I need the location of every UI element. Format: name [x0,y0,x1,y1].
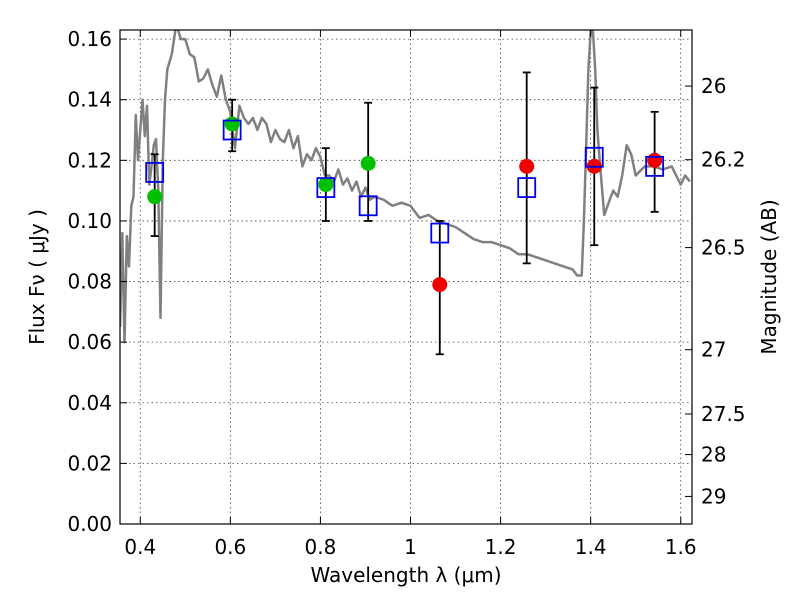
x-tick-label: 0.8 [305,535,337,559]
y-tick-label: 0.08 [67,270,112,294]
y-tick-label: 0.12 [67,148,112,172]
right-tick-label: 29 [701,484,726,508]
right-tick-label: 26 [701,74,726,98]
x-tick-label: 0.4 [124,535,156,559]
x-tick-label: 1.4 [575,535,607,559]
y-tick-label: 0.10 [67,209,112,233]
axis-ticks: 0.4 0.6 0.8 1 1.2 1.4 1.6 0.00 0.02 0.04 0.06 0.08 0… [67,27,745,559]
model-flux-square [430,222,450,244]
green-data-point [360,155,376,171]
x-tick-label: 1.2 [485,535,517,559]
y-tick-label: 0.16 [67,27,112,51]
red-data-point [647,152,663,168]
model-flux-square [222,119,242,141]
right-tick-label: 27.5 [701,402,746,426]
y-tick-label: 0.02 [67,451,112,475]
right-tick-label: 27 [701,338,726,362]
model-flux-square [517,177,537,198]
model-flux-square [145,162,165,183]
plot-frame [119,29,693,525]
red-data-point [432,277,448,293]
y-axis-label: Flux Fν ( μJy ) [25,209,49,345]
right-tick-label: 26.2 [701,148,746,172]
right-tick-label: 26.5 [701,236,746,260]
x-tick-label: 1.6 [665,535,697,559]
model-flux-square [645,155,665,177]
green-data-point [318,177,334,193]
x-axis-label: Wavelength λ (μm) [310,563,501,587]
green-data-point [224,116,240,132]
green-data-point [147,189,163,205]
model-flux-square [358,195,378,217]
y-tick-label: 0.06 [67,330,112,354]
x-tick-label: 0.6 [214,535,246,559]
model-spectrum-line [120,30,691,344]
x-tick-label: 1 [404,535,417,559]
plot-area [120,30,691,356]
y-tick-label: 0.00 [67,512,112,536]
model-flux-square [584,146,604,168]
y-tick-label: 0.14 [67,88,112,112]
right-tick-label: 28 [701,443,726,467]
right-axis-label: Magnitude (AB) [757,199,781,354]
model-flux-square [316,177,336,198]
grid [120,30,692,525]
red-data-point [519,158,535,174]
y-tick-label: 0.04 [67,391,112,415]
